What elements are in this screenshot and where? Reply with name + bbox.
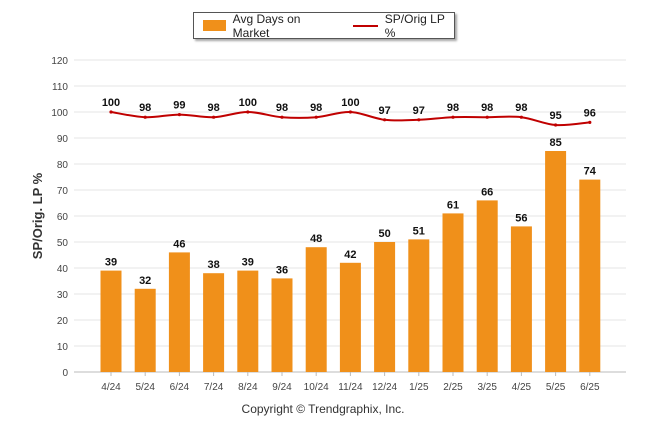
x-tick-label: 1/25	[409, 382, 429, 393]
bar-value-label: 85	[549, 137, 561, 149]
x-tick-label: 11/24	[338, 382, 363, 393]
bar	[442, 213, 464, 372]
bar-value-label: 42	[344, 249, 356, 261]
line-point	[519, 115, 524, 119]
bar	[100, 270, 122, 372]
y-tick-label: 10	[57, 342, 69, 353]
bar-value-label: 51	[413, 225, 425, 237]
bar	[476, 200, 498, 372]
x-tick-label: 8/24	[238, 382, 258, 393]
y-axis-title: SP/Orig. LP %	[30, 172, 45, 259]
line-value-label: 98	[207, 102, 219, 114]
x-tick-label: 6/24	[170, 382, 190, 393]
y-tick-label: 60	[57, 212, 69, 223]
line-value-label: 97	[378, 105, 390, 117]
bar-value-label: 32	[139, 275, 151, 287]
line-point	[177, 113, 181, 117]
x-tick-label: 10/24	[304, 382, 329, 393]
line-point	[554, 123, 558, 127]
line-value-label: 100	[239, 97, 257, 109]
line-value-label: 98	[276, 102, 288, 114]
bar-value-label: 38	[207, 259, 219, 271]
bar-value-label: 66	[481, 186, 493, 198]
bar	[168, 252, 190, 372]
x-tick-label: 12/24	[372, 382, 397, 393]
line-point	[417, 118, 421, 122]
x-tick-label: 5/25	[546, 382, 566, 393]
bar-value-label: 39	[242, 257, 254, 269]
y-tick-label: 80	[57, 160, 69, 171]
line-value-label: 95	[549, 110, 561, 122]
bar	[134, 288, 156, 372]
bar	[374, 242, 396, 372]
bar-value-label: 48	[310, 233, 322, 245]
line-point	[314, 115, 318, 119]
x-tick-label: 7/24	[204, 382, 224, 393]
y-tick-label: 0	[62, 368, 68, 379]
y-tick-label: 70	[57, 186, 69, 197]
legend-bar-swatch	[203, 20, 226, 31]
bar-value-label: 36	[276, 264, 288, 276]
line-point	[109, 110, 113, 114]
bar-value-label: 50	[378, 228, 390, 240]
line-value-label: 99	[173, 100, 185, 112]
line-value-label: 100	[341, 97, 359, 109]
line-value-label: 97	[413, 105, 425, 117]
y-tick-label: 90	[57, 134, 69, 145]
bar-value-label: 39	[105, 257, 117, 269]
bar	[203, 273, 225, 372]
copyright-text: Copyright © Trendgraphix, Inc.	[241, 402, 405, 416]
line-value-label: 96	[584, 107, 596, 119]
line-point	[212, 115, 216, 119]
y-tick-label: 30	[57, 290, 69, 301]
line-value-label: 98	[481, 102, 493, 114]
line-point	[246, 110, 250, 114]
line-point	[348, 110, 352, 114]
legend-item-bar: Avg Days on Market	[203, 12, 334, 40]
legend-line-swatch	[353, 24, 378, 27]
bar	[237, 270, 259, 372]
bar	[408, 239, 430, 372]
line-point	[485, 115, 489, 119]
bar	[339, 262, 361, 372]
bar	[545, 151, 567, 372]
line-value-label: 98	[515, 102, 527, 114]
line-point	[280, 115, 284, 119]
y-tick-label: 40	[57, 264, 69, 275]
bar-value-label: 61	[447, 199, 459, 211]
bar-value-label: 46	[173, 238, 185, 250]
y-tick-label: 120	[51, 56, 68, 67]
chart-legend: Avg Days on Market SP/Orig LP %	[193, 12, 455, 40]
line-point	[143, 115, 147, 119]
line-point	[451, 115, 455, 119]
legend-item-line: SP/Orig LP %	[343, 12, 454, 40]
x-tick-label: 6/25	[580, 382, 600, 393]
line-value-label: 100	[102, 97, 120, 109]
bar	[579, 179, 601, 372]
x-tick-label: 9/24	[272, 382, 292, 393]
x-tick-label: 5/24	[135, 382, 155, 393]
line-value-label: 98	[139, 102, 151, 114]
bar-value-label: 74	[584, 166, 597, 178]
y-tick-label: 110	[52, 82, 68, 93]
line-point	[588, 120, 592, 124]
y-tick-label: 100	[51, 108, 68, 119]
y-tick-label: 20	[57, 316, 69, 327]
bar-value-label: 56	[515, 212, 527, 224]
bar	[305, 247, 327, 372]
x-tick-label: 4/25	[512, 382, 532, 393]
bar	[510, 226, 532, 372]
x-tick-label: 3/25	[477, 382, 497, 393]
y-tick-label: 50	[57, 238, 69, 249]
legend-line-label: SP/Orig LP %	[384, 11, 445, 40]
line-value-label: 98	[447, 102, 459, 114]
line-point	[383, 118, 387, 122]
legend-bar-label: Avg Days on Market	[232, 11, 301, 40]
line-value-label: 98	[310, 102, 322, 114]
x-tick-label: 4/24	[101, 382, 121, 393]
x-tick-label: 2/25	[443, 382, 463, 393]
bar	[271, 278, 293, 372]
